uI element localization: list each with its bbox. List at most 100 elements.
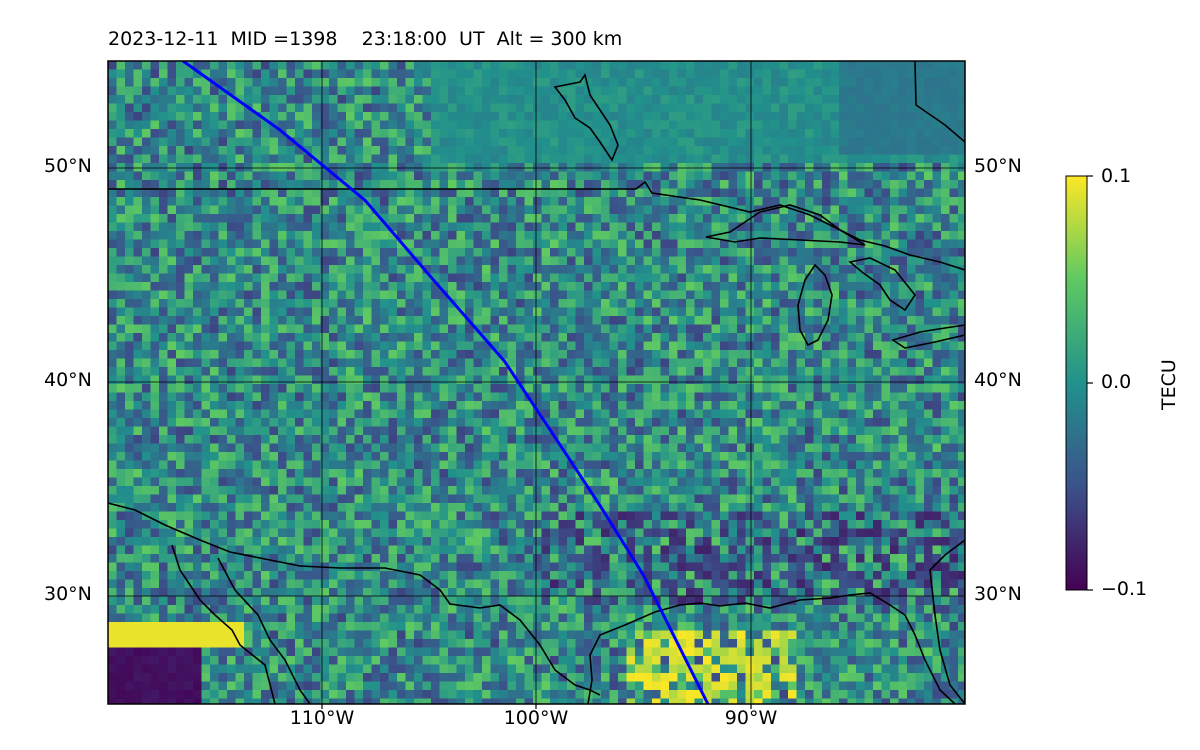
tec-cell [516,120,526,130]
tec-cell [643,61,653,71]
tec-cell [907,452,917,462]
tec-cell [669,469,679,479]
tec-cell [218,409,228,419]
tec-cell [864,78,874,88]
tec-cell [278,409,288,419]
tec-cell [796,61,806,71]
tec-cell [405,324,415,334]
tec-cell [711,78,721,88]
tec-cell [618,61,628,71]
tec-cell [490,307,500,317]
tec-cell [864,350,874,360]
tec-cell [278,103,288,113]
tec-cell [320,137,330,147]
tec-cell [745,367,755,377]
tec-cell [575,341,585,351]
tec-cell [320,103,330,113]
tec-cell [703,452,713,462]
tec-cell [652,86,662,96]
tec-cell [303,120,313,130]
tec-cell [227,333,237,343]
tec-cell [677,129,687,139]
tec-cell [924,341,934,351]
tec-cell [414,239,424,249]
tec-cell [796,256,806,266]
tec-cell [567,239,577,249]
tec-cell [813,452,823,462]
tec-cell [227,231,237,241]
tec-cell [397,375,407,385]
tec-cell [235,265,245,275]
tec-cell [805,469,815,479]
tec-cell [125,477,135,487]
tec-cell [167,316,177,326]
tec-cell [907,61,917,71]
tec-cell [890,137,900,147]
tec-cell [218,69,228,79]
tec-cell [431,367,441,377]
tec-cell [618,129,628,139]
tec-cell [397,273,407,283]
tec-cell [116,129,126,139]
tec-cell [830,273,840,283]
tec-cell [312,163,322,173]
tec-cell [176,273,186,283]
tec-cell [465,180,475,190]
tec-cell [856,282,866,292]
tec-cell [635,129,645,139]
tec-cell [788,401,798,411]
tec-cell [499,154,509,164]
tec-cell [847,180,857,190]
tec-cell [626,129,636,139]
tec-cell [524,231,534,241]
tec-cell [830,358,840,368]
tec-cell [371,214,381,224]
tec-cell [898,299,908,309]
tec-cell [397,103,407,113]
tec-cell [329,350,339,360]
tec-cell [507,273,517,283]
tec-cell [125,78,135,88]
tec-cell [269,443,279,453]
tec-cell [907,231,917,241]
tec-cell [303,171,313,181]
tec-cell [448,78,458,88]
tec-cell [856,435,866,445]
tec-cell [788,409,798,419]
tec-cell [754,69,764,79]
tec-cell [269,103,279,113]
tec-cell [337,214,347,224]
tec-cell [320,188,330,198]
tec-cell [890,231,900,241]
tec-cell [575,290,585,300]
tec-cell [337,333,347,343]
tec-cell [805,86,815,96]
tec-cell [550,61,560,71]
tec-cell [703,137,713,147]
tec-cell [839,129,849,139]
tec-cell [575,188,585,198]
tec-cell [167,61,177,71]
tec-cell [949,299,959,309]
tec-cell [754,290,764,300]
tec-cell [890,163,900,173]
tec-cell [278,333,288,343]
tec-cell [847,129,857,139]
tec-cell [762,409,772,419]
tec-cell [133,61,143,71]
tec-cell [558,375,568,385]
tec-cell [490,137,500,147]
tec-cell [218,239,228,249]
tec-cell [320,120,330,130]
tec-cell [159,460,169,470]
tec-cell [592,358,602,368]
tec-cell [839,367,849,377]
tec-cell [431,477,441,487]
tec-cell [278,435,288,445]
tec-cell [584,120,594,130]
tec-cell [371,86,381,96]
tec-cell [890,171,900,181]
tec-cell [176,205,186,215]
tec-cell [405,78,415,88]
tec-cell [295,358,305,368]
